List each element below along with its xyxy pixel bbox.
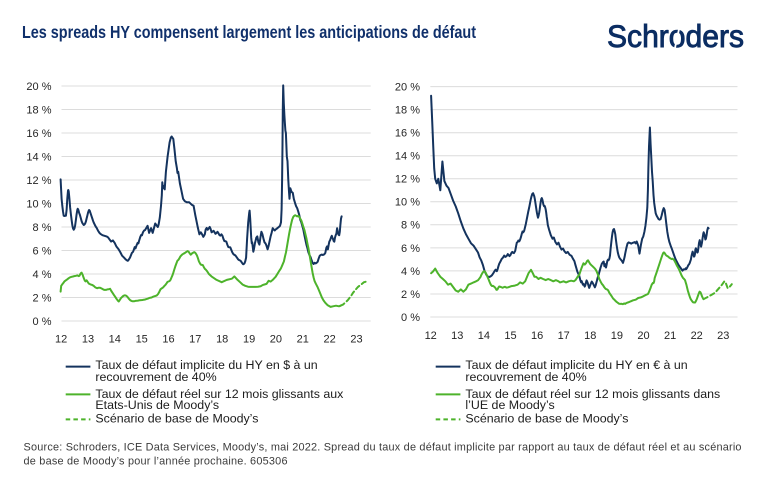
svg-text:14 %: 14 % — [26, 151, 51, 163]
svg-text:l’UE de Moody’s: l’UE de Moody’s — [465, 398, 554, 412]
svg-text:18: 18 — [584, 330, 596, 342]
svg-text:13: 13 — [82, 334, 94, 346]
svg-text:6 %: 6 % — [401, 243, 420, 255]
svg-text:Source: Schroders, ICE Data Se: Source: Schroders, ICE Data Services, Mo… — [24, 442, 742, 454]
svg-text:Scénario de base de Moody’s: Scénario de base de Moody’s — [465, 411, 628, 425]
svg-text:20 %: 20 % — [395, 82, 420, 94]
svg-text:recouvrement de 40%: recouvrement de 40% — [465, 370, 586, 384]
svg-text:17: 17 — [558, 330, 570, 342]
svg-text:23: 23 — [717, 330, 729, 342]
svg-text:recouvrement de 40%: recouvrement de 40% — [95, 370, 216, 384]
svg-text:8 %: 8 % — [401, 220, 420, 232]
svg-text:14: 14 — [478, 330, 490, 342]
svg-text:10 %: 10 % — [395, 197, 420, 209]
svg-text:de base de Moody’s pour l’anné: de base de Moody’s pour l’année prochain… — [24, 456, 288, 468]
svg-text:10 %: 10 % — [26, 198, 51, 210]
svg-text:22: 22 — [323, 334, 335, 346]
svg-text:Etats-Unis de Moody’s: Etats-Unis de Moody’s — [95, 398, 219, 412]
svg-text:Taux de défaut réel sur 12 moi: Taux de défaut réel sur 12 mois glissant… — [95, 387, 344, 401]
svg-text:16: 16 — [531, 330, 543, 342]
svg-text:Taux de défaut réel sur 12 moi: Taux de défaut réel sur 12 mois glissant… — [465, 387, 720, 401]
svg-text:0 %: 0 % — [33, 316, 52, 328]
svg-text:18 %: 18 % — [26, 104, 51, 116]
svg-text:21: 21 — [297, 334, 309, 346]
svg-text:12: 12 — [55, 334, 67, 346]
svg-text:16 %: 16 % — [395, 128, 420, 140]
svg-text:14: 14 — [109, 334, 121, 346]
svg-text:23: 23 — [350, 334, 362, 346]
svg-text:18: 18 — [216, 334, 228, 346]
svg-text:20 %: 20 % — [26, 81, 51, 93]
svg-text:2 %: 2 % — [33, 292, 52, 304]
svg-text:20: 20 — [637, 330, 649, 342]
svg-text:18 %: 18 % — [395, 105, 420, 117]
svg-text:12 %: 12 % — [395, 174, 420, 186]
svg-text:19: 19 — [611, 330, 623, 342]
svg-text:4 %: 4 % — [33, 269, 52, 281]
svg-text:12: 12 — [425, 330, 437, 342]
svg-text:8 %: 8 % — [33, 222, 52, 234]
svg-text:14 %: 14 % — [395, 151, 420, 163]
svg-text:4 %: 4 % — [401, 266, 420, 278]
svg-text:20: 20 — [270, 334, 282, 346]
svg-text:13: 13 — [451, 330, 463, 342]
svg-text:19: 19 — [243, 334, 255, 346]
svg-text:15: 15 — [504, 330, 516, 342]
svg-text:21: 21 — [664, 330, 676, 342]
svg-text:22: 22 — [691, 330, 703, 342]
svg-text:16: 16 — [162, 334, 174, 346]
svg-text:2 %: 2 % — [401, 289, 420, 301]
svg-text:12 %: 12 % — [26, 175, 51, 187]
svg-text:17: 17 — [189, 334, 201, 346]
svg-text:6 %: 6 % — [33, 245, 52, 257]
svg-text:Taux de défaut implicite du HY: Taux de défaut implicite du HY en € à un — [465, 358, 687, 372]
svg-text:16 %: 16 % — [26, 128, 51, 140]
svg-text:Les spreads HY compensent larg: Les spreads HY compensent largement les … — [22, 22, 476, 42]
svg-text:Scénario de base de Moody’s: Scénario de base de Moody’s — [95, 411, 258, 425]
svg-text:0 %: 0 % — [401, 312, 420, 324]
svg-text:15: 15 — [136, 334, 148, 346]
svg-text:Taux de défaut implicite du HY: Taux de défaut implicite du HY en $ à un — [95, 358, 317, 372]
